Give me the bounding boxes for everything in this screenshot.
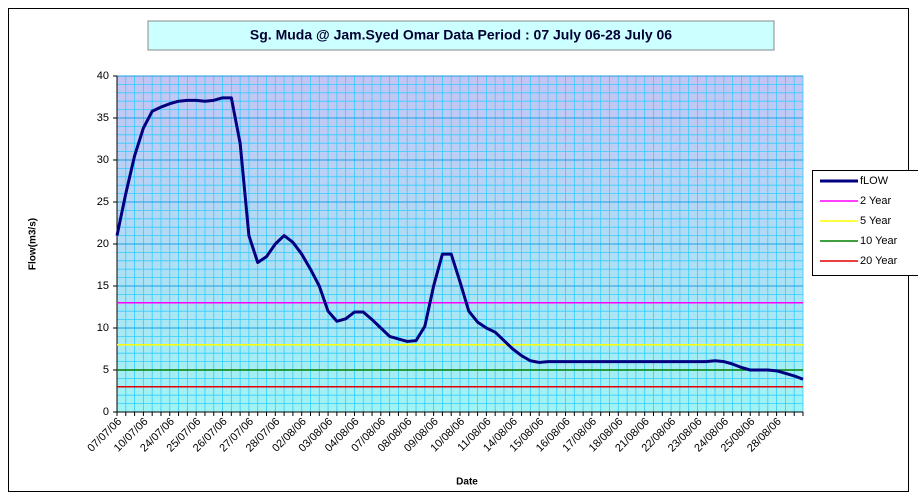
y-tick-label: 20 — [97, 238, 109, 250]
legend-box — [812, 170, 918, 276]
y-tick-label: 10 — [97, 322, 109, 334]
y-axis-label: Flow(m3/s) — [28, 218, 39, 270]
y-tick-label: 25 — [97, 196, 109, 208]
legend-label: 5 Year — [860, 215, 892, 227]
y-tick-label: 15 — [97, 280, 109, 292]
chart-title: Sg. Muda @ Jam.Syed Omar Data Period : 0… — [250, 27, 672, 43]
legend-label: fLOW — [860, 175, 889, 187]
x-axis-label: Date — [456, 477, 478, 488]
y-tick-label: 35 — [97, 112, 109, 124]
series-line — [115, 96, 804, 381]
legend-label: 2 Year — [860, 195, 892, 207]
y-tick-label: 5 — [103, 364, 109, 376]
title-box — [147, 20, 775, 51]
y-tick-label: 40 — [97, 70, 109, 82]
legend-label: 10 Year — [860, 235, 898, 247]
y-tick-label: 0 — [103, 406, 109, 418]
y-tick-label: 30 — [97, 154, 109, 166]
legend-label: 20 Year — [860, 255, 898, 267]
